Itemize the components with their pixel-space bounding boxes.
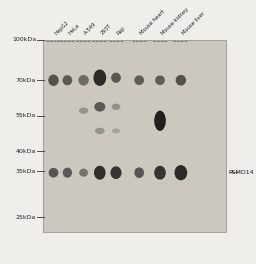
Text: 293T: 293T — [100, 23, 113, 36]
Ellipse shape — [154, 166, 166, 180]
Ellipse shape — [95, 128, 105, 134]
Ellipse shape — [134, 167, 144, 178]
Ellipse shape — [63, 168, 72, 178]
Text: Mouse kidney: Mouse kidney — [160, 7, 189, 36]
Text: 40kDa: 40kDa — [16, 149, 36, 154]
Text: 70kDa: 70kDa — [16, 78, 36, 83]
Text: 55kDa: 55kDa — [16, 113, 36, 118]
Text: A-549: A-549 — [84, 21, 98, 36]
Ellipse shape — [154, 111, 166, 131]
Ellipse shape — [48, 74, 59, 86]
Text: 100kDa: 100kDa — [12, 37, 36, 42]
Ellipse shape — [175, 165, 187, 180]
Text: HeLa: HeLa — [67, 23, 80, 36]
Bar — [43, 40, 226, 232]
Ellipse shape — [49, 168, 58, 177]
Ellipse shape — [110, 166, 122, 179]
Ellipse shape — [134, 76, 144, 85]
Ellipse shape — [111, 73, 121, 83]
Text: Mouse liver: Mouse liver — [181, 11, 206, 36]
Ellipse shape — [79, 169, 88, 177]
Ellipse shape — [155, 76, 165, 85]
Ellipse shape — [112, 128, 120, 133]
Ellipse shape — [93, 69, 106, 86]
Text: 25kDa: 25kDa — [16, 215, 36, 219]
Ellipse shape — [78, 75, 89, 86]
Ellipse shape — [112, 104, 120, 110]
Ellipse shape — [176, 75, 186, 86]
Ellipse shape — [94, 102, 105, 112]
Text: Mouse heart: Mouse heart — [139, 9, 166, 36]
Ellipse shape — [94, 166, 105, 180]
Text: PSMD14: PSMD14 — [228, 170, 254, 175]
Ellipse shape — [79, 107, 88, 114]
Text: Raji: Raji — [116, 25, 126, 36]
Text: 35kDa: 35kDa — [16, 169, 36, 174]
Text: HepG2: HepG2 — [54, 20, 70, 36]
Ellipse shape — [62, 75, 72, 85]
